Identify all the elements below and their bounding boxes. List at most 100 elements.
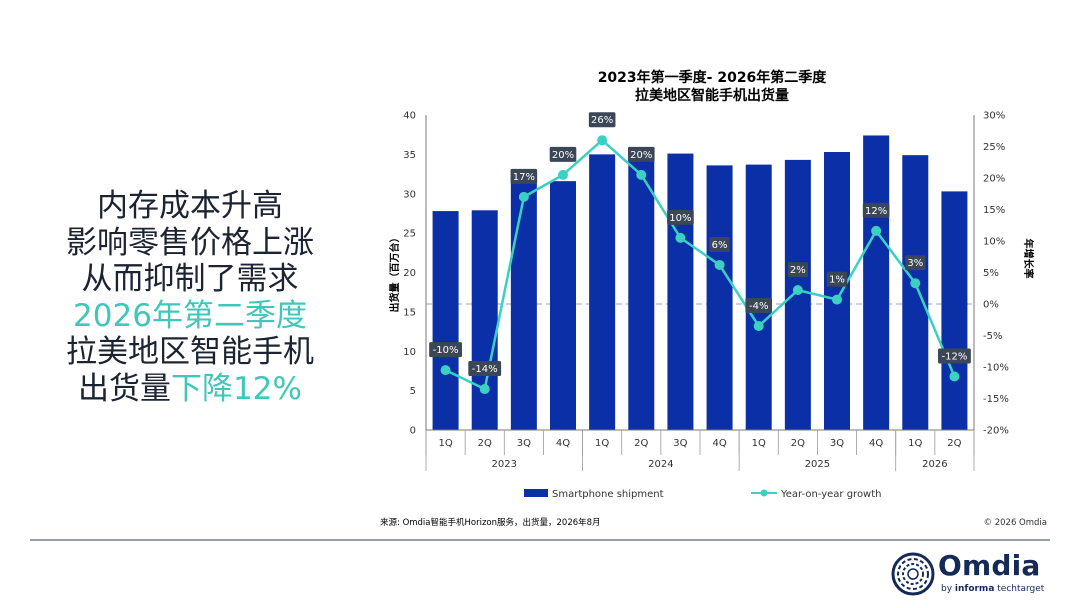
logo-tagline-techtarget: techtarget bbox=[994, 584, 1045, 594]
y-tick-label: 35 bbox=[403, 150, 416, 161]
y-tick-label: 40 bbox=[403, 111, 416, 122]
shipment-bar bbox=[510, 182, 537, 430]
growth-label-box bbox=[938, 348, 971, 364]
shipment-bar bbox=[706, 165, 733, 430]
x-tick-label: 4Q bbox=[712, 438, 726, 449]
shipment-bar bbox=[824, 152, 850, 430]
shipment-bar bbox=[745, 164, 772, 431]
bar-series bbox=[432, 135, 968, 431]
growth-point bbox=[440, 365, 451, 376]
growth-label-box bbox=[787, 262, 809, 278]
y2-axis-title: 年增长率 bbox=[1022, 239, 1035, 279]
y2-tick-label: 10% bbox=[983, 237, 1005, 248]
growth-point bbox=[949, 371, 960, 382]
growth-data-label: 26% bbox=[591, 115, 613, 126]
y2-tick-label: 5% bbox=[983, 268, 999, 279]
legend-bar-swatch bbox=[524, 489, 548, 497]
growth-point bbox=[479, 384, 490, 395]
year-label: 2023 bbox=[492, 459, 517, 470]
growth-data-label: 10% bbox=[669, 213, 691, 224]
x-tick-label: 3Q bbox=[673, 438, 687, 449]
growth-label-box bbox=[667, 209, 694, 225]
y-tick-label: 20 bbox=[403, 268, 416, 279]
y2-tick-label: -10% bbox=[983, 363, 1009, 374]
growth-label-box bbox=[588, 112, 616, 128]
growth-label-box bbox=[862, 202, 890, 218]
y-tick-label: 30 bbox=[403, 189, 416, 200]
shipment-bar bbox=[432, 211, 459, 430]
growth-data-label: -14% bbox=[472, 364, 498, 375]
x-tick-label: 2Q bbox=[947, 438, 961, 449]
y2-tick-label: -5% bbox=[983, 331, 1002, 342]
legend-line-label: Year-on-year growth bbox=[780, 489, 882, 500]
x-tick-label: 1Q bbox=[595, 438, 609, 449]
shipment-bar bbox=[667, 153, 694, 430]
growth-point bbox=[558, 169, 568, 180]
x-tick-label: 1Q bbox=[908, 438, 922, 449]
growth-point bbox=[871, 225, 882, 236]
shipment-bar bbox=[863, 135, 890, 430]
year-label: 2026 bbox=[922, 459, 947, 470]
growth-line-series bbox=[440, 135, 960, 395]
growth-data-label: 17% bbox=[513, 172, 535, 183]
growth-label-box bbox=[627, 146, 655, 162]
growth-data-label: -4% bbox=[749, 301, 768, 312]
logo-tagline-prefix: by bbox=[941, 584, 955, 594]
growth-point bbox=[714, 259, 725, 270]
y2-tick-label: 15% bbox=[983, 205, 1005, 216]
x-tick-label: 4Q bbox=[869, 438, 883, 449]
x-tick-label: 1Q bbox=[438, 438, 452, 449]
chart-title: 2023年第一季度- 2026年第二季度 bbox=[598, 69, 828, 86]
y-tick-label: 10 bbox=[403, 347, 416, 358]
y-axis-title: 出货量（百万台） bbox=[388, 233, 401, 313]
logo-tagline: by informa techtarget bbox=[941, 584, 1044, 594]
growth-point bbox=[675, 232, 686, 243]
x-tick-label: 2Q bbox=[478, 438, 492, 449]
y2-tick-label: 0% bbox=[983, 300, 999, 311]
headline-line-5: 拉美地区智能手机 bbox=[66, 334, 314, 370]
growth-label-box bbox=[745, 298, 773, 314]
y-tick-label: 15 bbox=[403, 307, 416, 318]
y-tick-label: 25 bbox=[403, 229, 416, 240]
headline-decline-highlight: 下降12% bbox=[171, 370, 302, 407]
source-note: 来源: Omdia智能手机Horizon服务，出货量，2026年8月 bbox=[380, 517, 601, 528]
growth-data-label: -10% bbox=[433, 345, 459, 356]
x-tick-label: 2Q bbox=[634, 438, 648, 449]
growth-data-label: -12% bbox=[942, 351, 968, 362]
growth-point bbox=[597, 135, 608, 146]
y2-tick-label: 20% bbox=[983, 174, 1005, 185]
growth-labels: -10% -14% 17% 20% 26% 20% 10% 6% -4% 2% 1% 12% 3% -12… bbox=[429, 112, 971, 377]
growth-point bbox=[910, 278, 921, 289]
y2-tick-label: -15% bbox=[983, 394, 1009, 405]
growth-label-box bbox=[905, 255, 926, 271]
legend-bar-label: Smartphone shipment bbox=[552, 489, 664, 500]
x-tick-label: 3Q bbox=[517, 438, 531, 449]
growth-data-label: 20% bbox=[630, 150, 652, 161]
headline: 内存成本升高 影响零售价格上涨 从而抑制了需求 2026年第二季度 拉美地区智能… bbox=[40, 188, 340, 407]
y-tick-label: 0 bbox=[410, 426, 416, 437]
y-tick-label: 5 bbox=[410, 386, 416, 397]
headline-line-3: 从而抑制了需求 bbox=[81, 261, 299, 297]
x-tick-label: 4Q bbox=[556, 438, 570, 449]
x-tick-label: 1Q bbox=[752, 438, 766, 449]
logo-name: Omdia bbox=[938, 549, 1041, 582]
shipment-bar bbox=[941, 191, 968, 430]
headline-line-2: 影响零售价格上涨 bbox=[66, 224, 314, 261]
year-label: 2024 bbox=[648, 459, 673, 470]
growth-data-label: 3% bbox=[907, 258, 923, 269]
omdia-logo: Omdia by informa techtarget bbox=[890, 549, 1060, 599]
shipment-bar bbox=[589, 154, 616, 430]
growth-label-box bbox=[826, 271, 848, 287]
growth-label-box bbox=[468, 361, 502, 377]
headline-line-4: 2026年第二季度 bbox=[73, 297, 307, 334]
headline-line-1: 内存成本升高 bbox=[97, 188, 283, 224]
y2-tick-label: 25% bbox=[983, 142, 1005, 153]
logo-tagline-informa: informa bbox=[954, 584, 995, 594]
growth-point bbox=[792, 285, 803, 296]
growth-label-box bbox=[549, 146, 577, 162]
growth-point bbox=[518, 191, 529, 202]
y2-tick-label: 30% bbox=[983, 111, 1005, 122]
legend-line-marker bbox=[760, 489, 768, 497]
shipment-bar bbox=[628, 152, 655, 431]
